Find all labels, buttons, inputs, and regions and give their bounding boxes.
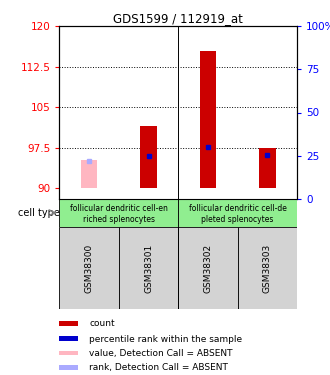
Text: GSM38300: GSM38300 — [84, 243, 94, 293]
Bar — [200, 51, 216, 188]
Bar — [178, 227, 238, 309]
Text: follicular dendritic cell-de: follicular dendritic cell-de — [189, 204, 286, 213]
Bar — [59, 351, 78, 355]
Text: GSM38301: GSM38301 — [144, 243, 153, 293]
Text: cell type: cell type — [17, 208, 59, 218]
Text: rank, Detection Call = ABSENT: rank, Detection Call = ABSENT — [89, 363, 228, 372]
Text: count: count — [89, 320, 115, 328]
Text: GSM38303: GSM38303 — [263, 243, 272, 293]
Bar — [238, 227, 297, 309]
Title: GDS1599 / 112919_at: GDS1599 / 112919_at — [113, 12, 243, 25]
Bar — [59, 199, 178, 227]
Bar — [59, 321, 78, 326]
Bar — [59, 365, 78, 370]
Bar — [81, 160, 97, 188]
Bar — [140, 126, 157, 188]
Text: follicular dendritic cell-en: follicular dendritic cell-en — [70, 204, 168, 213]
Bar — [178, 199, 297, 227]
Bar — [119, 227, 178, 309]
Bar — [59, 336, 78, 341]
Bar — [259, 147, 276, 188]
Text: percentile rank within the sample: percentile rank within the sample — [89, 334, 242, 344]
Text: riched splenocytes: riched splenocytes — [83, 215, 155, 224]
Bar — [59, 227, 119, 309]
Text: value, Detection Call = ABSENT: value, Detection Call = ABSENT — [89, 349, 233, 358]
Text: GSM38302: GSM38302 — [203, 244, 213, 292]
Text: pleted splenocytes: pleted splenocytes — [201, 215, 274, 224]
